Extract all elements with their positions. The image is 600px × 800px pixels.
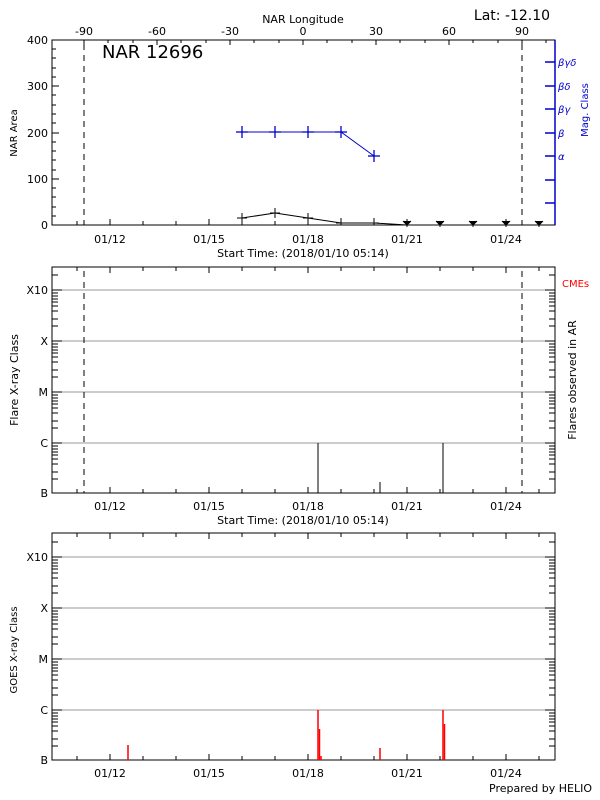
svg-text:01/15: 01/15 xyxy=(193,233,225,246)
svg-text:B: B xyxy=(40,487,48,500)
date-ticks xyxy=(76,267,540,493)
start-time-label: Start Time: (2018/01/10 05:14) xyxy=(217,247,389,260)
svg-text:01/12: 01/12 xyxy=(94,233,126,246)
date-tick-labels: 01/12 01/15 01/18 01/21 01/24 xyxy=(94,500,522,513)
svg-text:M: M xyxy=(39,386,49,399)
svg-text:βγδ: βγδ xyxy=(557,58,576,69)
svg-text:01/21: 01/21 xyxy=(391,767,423,780)
start-time-label: Start Time: (2018/01/10 05:14) xyxy=(217,514,389,527)
svg-text:-60: -60 xyxy=(148,25,166,38)
svg-text:X: X xyxy=(40,335,48,348)
svg-text:M: M xyxy=(39,653,49,666)
mag-class-ticks xyxy=(545,61,555,204)
svg-text:01/24: 01/24 xyxy=(490,500,522,513)
goes-flare-bars xyxy=(127,710,446,760)
area-axis-label: NAR Area xyxy=(9,109,20,156)
svg-text:100: 100 xyxy=(27,173,48,186)
longitude-tick-labels: -90 -60 -30 0 30 60 90 xyxy=(75,25,529,38)
svg-text:300: 300 xyxy=(27,80,48,93)
mag-class-tick-labels: βγδ βδ βγ β α xyxy=(557,58,576,163)
svg-text:01/12: 01/12 xyxy=(94,767,126,780)
svg-text:30: 30 xyxy=(369,25,383,38)
svg-text:01/18: 01/18 xyxy=(292,233,324,246)
svg-text:α: α xyxy=(558,152,565,163)
svg-text:01/21: 01/21 xyxy=(391,233,423,246)
svg-text:400: 400 xyxy=(27,34,48,47)
panel-goes-flares: X10 X M C B GOES X-ray Class 01/12 01/15… xyxy=(9,532,592,795)
class-ticks-left xyxy=(52,541,62,747)
svg-text:B: B xyxy=(40,754,48,767)
prepared-by-footer: Prepared by HELIO xyxy=(489,782,592,795)
svg-text:0: 0 xyxy=(300,25,307,38)
svg-text:X10: X10 xyxy=(26,551,48,564)
svg-text:200: 200 xyxy=(27,127,48,140)
class-ticks-right xyxy=(545,274,555,480)
flares-observed-axis-label: Flares observed in AR xyxy=(566,320,579,440)
svg-text:90: 90 xyxy=(515,25,529,38)
svg-text:C: C xyxy=(40,704,48,717)
class-ticks-right xyxy=(545,541,555,747)
area-ticks xyxy=(52,39,59,226)
plot-frame xyxy=(51,532,556,761)
svg-text:0: 0 xyxy=(41,219,48,232)
panel-flares-in-ar: X10 X M C B Flare X-ray Class Flares obs… xyxy=(8,266,589,527)
svg-text:X10: X10 xyxy=(26,284,48,297)
svg-text:-90: -90 xyxy=(75,25,93,38)
area-series xyxy=(237,208,544,227)
svg-text:β: β xyxy=(557,129,565,140)
class-tick-labels: X10 X M C B xyxy=(26,284,48,500)
cmes-legend: CMEs xyxy=(562,279,589,290)
class-gridlines xyxy=(52,289,555,444)
zero-area-markers xyxy=(402,220,544,227)
svg-text:βγ: βγ xyxy=(557,105,571,116)
svg-text:01/24: 01/24 xyxy=(490,767,522,780)
svg-text:-30: -30 xyxy=(221,25,239,38)
mag-class-series xyxy=(236,126,380,162)
plot-frame xyxy=(51,266,556,494)
svg-text:X: X xyxy=(40,602,48,615)
svg-text:01/15: 01/15 xyxy=(193,767,225,780)
mag-class-axis-label: Mag. Class xyxy=(580,83,591,137)
date-tick-labels: 01/12 01/15 01/18 01/21 01/24 xyxy=(94,233,522,246)
flare-class-axis-label: Flare X-ray Class xyxy=(8,334,21,426)
class-tick-labels: X10 X M C B xyxy=(26,551,48,767)
latitude-label: Lat: -12.10 xyxy=(474,8,550,24)
date-tick-labels: 01/12 01/15 01/18 01/21 01/24 xyxy=(94,767,522,780)
panel-nar-area: NAR Longitude Lat: -12.10 -90 -60 -30 0 … xyxy=(9,8,591,260)
area-tick-labels: 400 300 200 100 0 xyxy=(27,34,48,232)
region-title: NAR 12696 xyxy=(102,42,203,63)
svg-text:01/12: 01/12 xyxy=(94,500,126,513)
svg-text:01/18: 01/18 xyxy=(292,500,324,513)
goes-class-axis-label: GOES X-ray Class xyxy=(9,606,20,693)
svg-text:01/21: 01/21 xyxy=(391,500,423,513)
flare-bars xyxy=(317,443,444,493)
date-ticks xyxy=(76,533,540,760)
svg-text:01/24: 01/24 xyxy=(490,233,522,246)
class-ticks-left xyxy=(52,274,62,480)
longitude-axis-label: NAR Longitude xyxy=(262,13,344,26)
svg-text:C: C xyxy=(40,437,48,450)
svg-text:βδ: βδ xyxy=(557,82,571,93)
svg-text:60: 60 xyxy=(442,25,456,38)
class-gridlines xyxy=(52,556,555,711)
svg-text:01/18: 01/18 xyxy=(292,767,324,780)
svg-text:01/15: 01/15 xyxy=(193,500,225,513)
